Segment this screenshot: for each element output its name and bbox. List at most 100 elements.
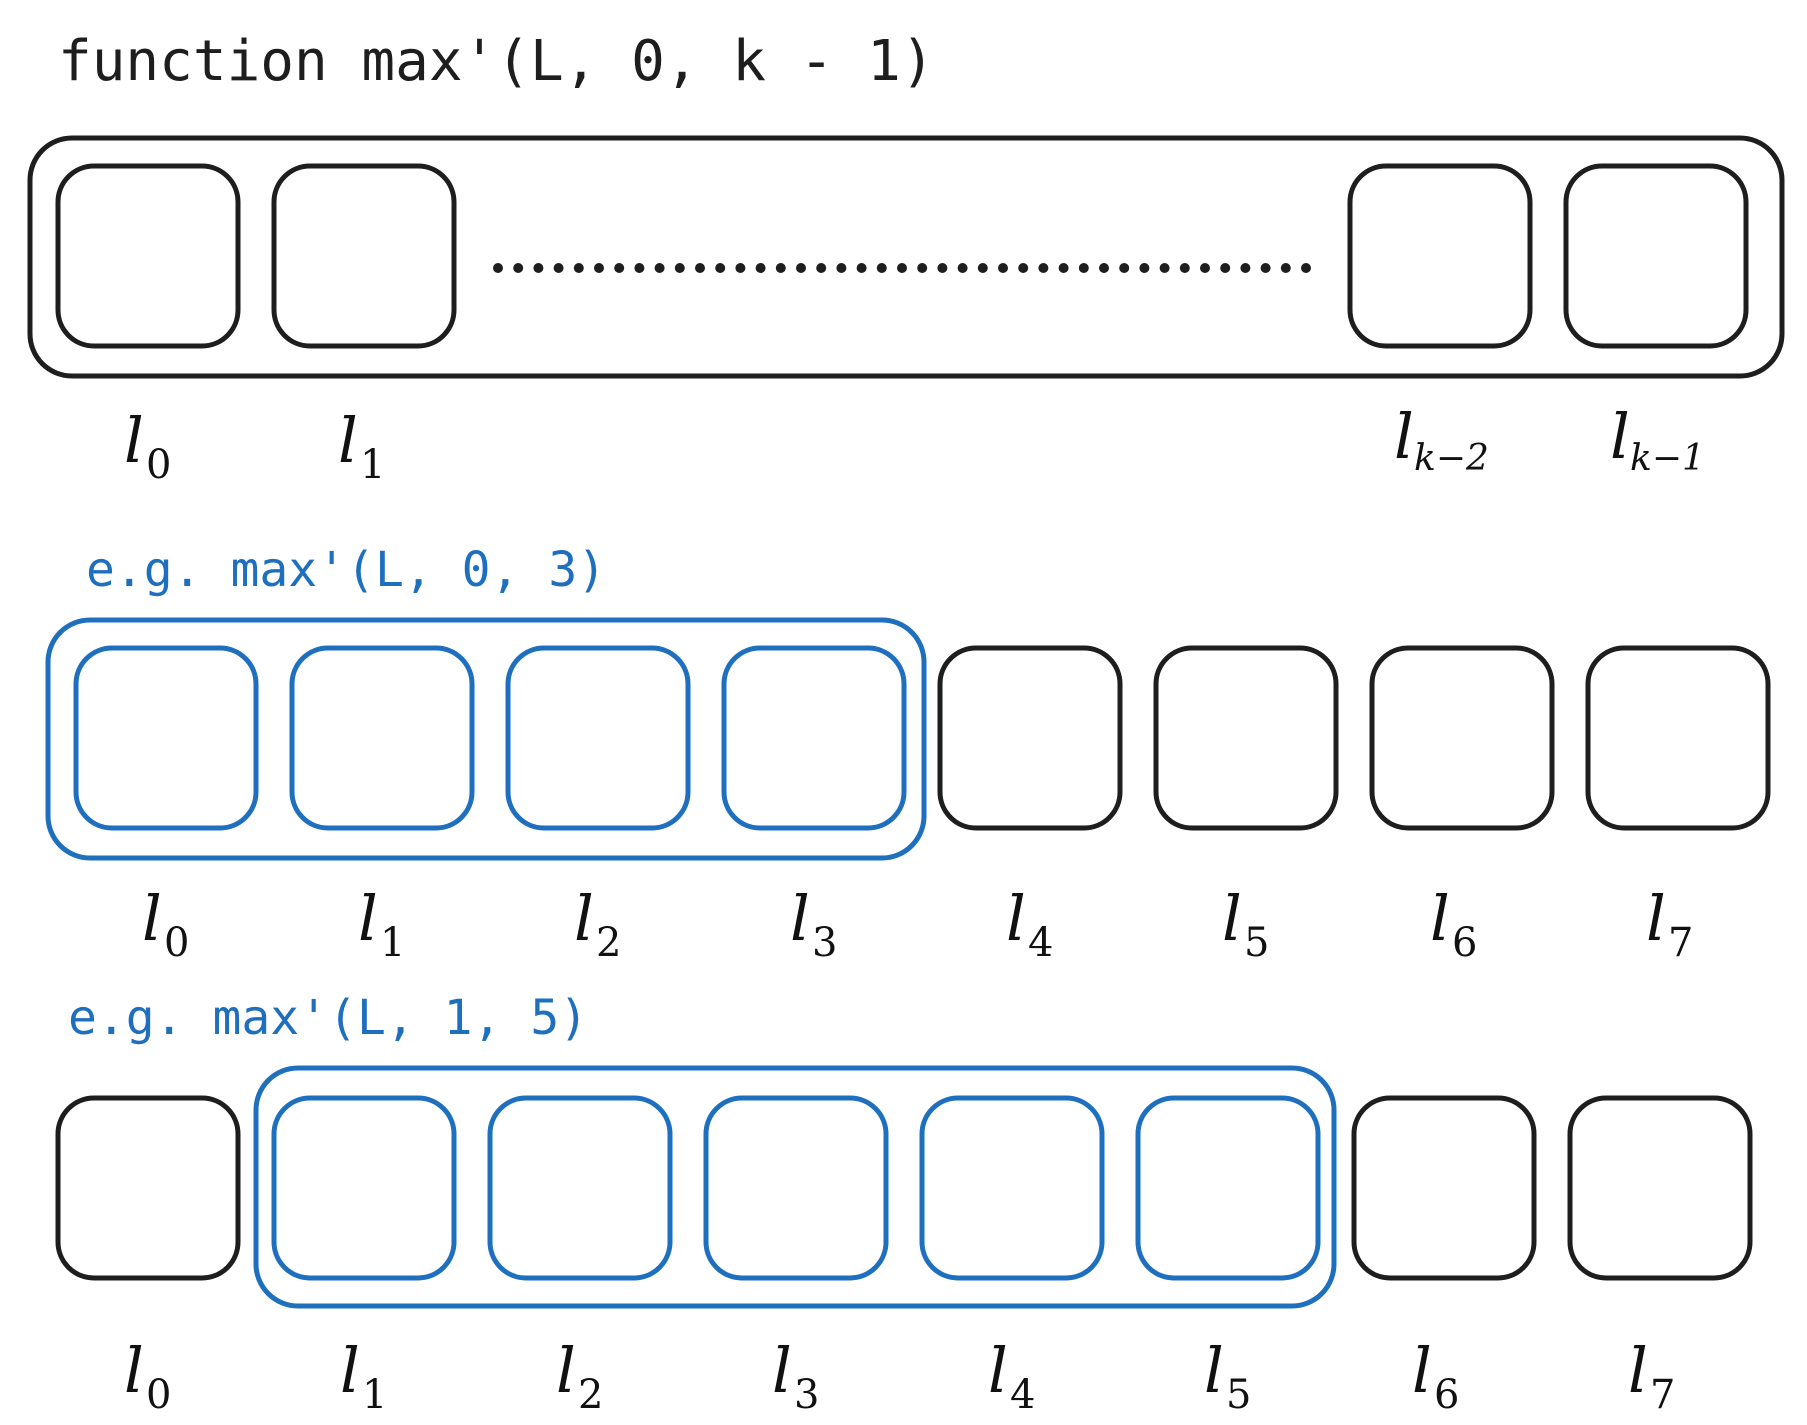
ellipsis-dot xyxy=(957,263,968,273)
section1-outer-frame xyxy=(27,135,1785,379)
ellipsis-dot xyxy=(1200,263,1210,273)
svg-text:l: l xyxy=(1610,400,1630,473)
svg-text:l: l xyxy=(1430,882,1450,955)
section3-cell-5 xyxy=(1135,1095,1321,1281)
ellipsis-dot xyxy=(755,263,766,273)
section1-cell-1 xyxy=(271,163,457,349)
ellipsis-dot xyxy=(1139,263,1150,273)
ellipsis-dot xyxy=(1179,263,1190,273)
ellipsis-dot xyxy=(1260,263,1271,273)
ellipsis-dot xyxy=(735,263,746,273)
ellipsis-dot xyxy=(1119,263,1130,273)
ellipsis-dot xyxy=(573,263,584,273)
section1-title: function max'(L, 0, k - 1) xyxy=(58,29,935,94)
section2-cell-7 xyxy=(1585,645,1771,831)
svg-text:4: 4 xyxy=(1028,920,1053,966)
svg-text:k−1: k−1 xyxy=(1630,438,1705,479)
svg-text:l: l xyxy=(1628,1334,1648,1407)
section1-label-1: l 1 xyxy=(338,404,385,488)
ellipsis-dot xyxy=(1301,263,1311,273)
ellipsis-dot xyxy=(654,263,665,273)
ellipsis-dot xyxy=(513,263,524,273)
svg-text:l: l xyxy=(1222,882,1242,955)
ellipsis-dot xyxy=(634,263,645,273)
ellipsis-dot xyxy=(998,263,1008,273)
ellipsis-dot xyxy=(695,263,705,273)
svg-text:l: l xyxy=(1006,882,1026,955)
ellipsis-dots xyxy=(493,263,1311,273)
ellipsis-dot xyxy=(977,263,988,273)
svg-text:0: 0 xyxy=(146,1372,171,1418)
section3-cell-1 xyxy=(271,1095,457,1281)
svg-text:l: l xyxy=(358,882,378,955)
svg-text:3: 3 xyxy=(812,920,837,966)
section1-label-k-2: l k−2 xyxy=(1394,400,1489,479)
section1-cell-k-2 xyxy=(1347,163,1533,349)
ellipsis-dot xyxy=(897,263,907,273)
ellipsis-dot xyxy=(1078,263,1089,273)
svg-text:l: l xyxy=(772,1334,792,1407)
svg-text:2: 2 xyxy=(578,1372,603,1418)
section3-highlight-frame xyxy=(253,1065,1337,1309)
ellipsis-dot xyxy=(1280,263,1291,273)
ellipsis-dot xyxy=(796,263,806,273)
section2-cell-1 xyxy=(289,645,475,831)
section1-label-0: l 0 xyxy=(124,404,171,488)
section3-title: e.g. max'(L, 1, 5) xyxy=(68,990,588,1046)
svg-text:4: 4 xyxy=(1010,1372,1035,1418)
section2-cell-0 xyxy=(73,645,259,831)
svg-text:l: l xyxy=(988,1334,1008,1407)
ellipsis-dot xyxy=(674,263,685,273)
svg-text:l: l xyxy=(1412,1334,1432,1407)
section3-cell-2 xyxy=(487,1095,673,1281)
ellipsis-dot xyxy=(856,263,867,273)
svg-text:5: 5 xyxy=(1244,920,1269,966)
ellipsis-dot xyxy=(836,263,847,273)
svg-text:l: l xyxy=(556,1334,576,1407)
svg-text:1: 1 xyxy=(360,442,385,488)
ellipsis-dot xyxy=(1220,263,1231,273)
svg-text:l: l xyxy=(574,882,594,955)
section2-cell-5 xyxy=(1153,645,1339,831)
svg-text:5: 5 xyxy=(1226,1372,1251,1418)
ellipsis-dot xyxy=(1159,263,1170,273)
section2-cell-6 xyxy=(1369,645,1555,831)
ellipsis-dot xyxy=(937,263,948,273)
ellipsis-dot xyxy=(1240,263,1251,273)
svg-text:0: 0 xyxy=(164,920,189,966)
ellipsis-dot xyxy=(1038,263,1049,273)
section1-cell-k-1 xyxy=(1563,163,1749,349)
svg-text:0: 0 xyxy=(146,442,171,488)
ellipsis-dot xyxy=(1058,263,1069,273)
section1-label-k-1: l k−1 xyxy=(1610,400,1705,479)
svg-text:6: 6 xyxy=(1434,1372,1459,1418)
section2-title: e.g. max'(L, 0, 3) xyxy=(86,542,606,598)
section3-cell-6 xyxy=(1351,1095,1537,1281)
svg-text:k−2: k−2 xyxy=(1414,438,1489,479)
ellipsis-dot xyxy=(493,263,503,273)
section3-cell-7 xyxy=(1567,1095,1753,1281)
section3-cell-4 xyxy=(919,1095,1105,1281)
ellipsis-dot xyxy=(715,263,726,273)
svg-text:2: 2 xyxy=(596,920,621,966)
ellipsis-dot xyxy=(1018,263,1029,273)
section3-cell-3 xyxy=(703,1095,889,1281)
section2-cell-3 xyxy=(721,645,907,831)
svg-text:3: 3 xyxy=(794,1372,819,1418)
svg-text:7: 7 xyxy=(1650,1372,1675,1418)
ellipsis-dot xyxy=(775,263,786,273)
svg-text:l: l xyxy=(124,404,144,477)
